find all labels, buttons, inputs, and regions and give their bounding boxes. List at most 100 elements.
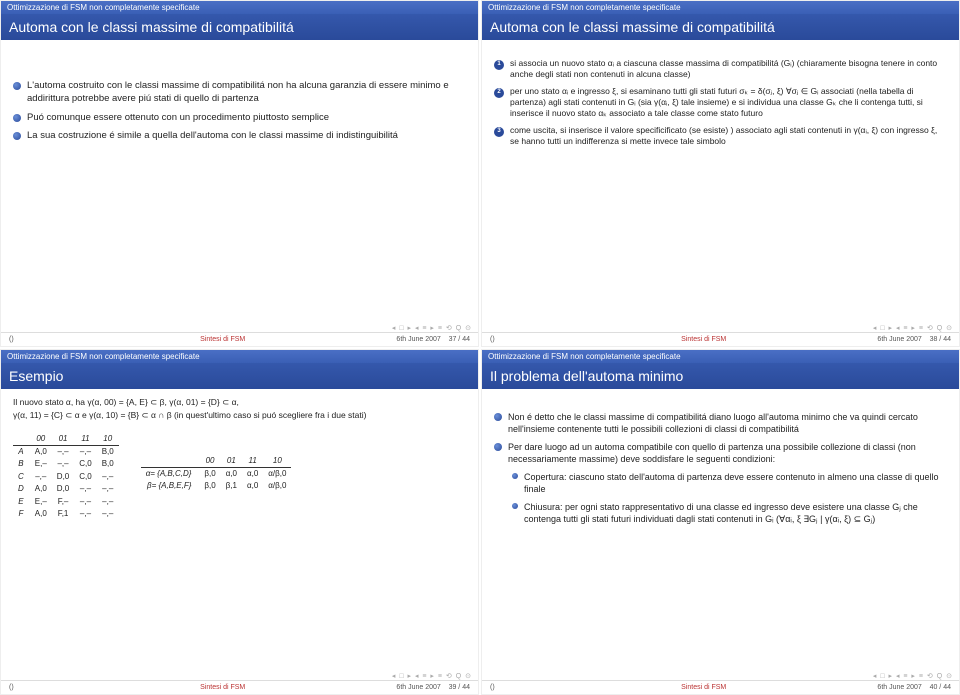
item-text: per uno stato αᵢ e ingresso ξ, si esamin… bbox=[510, 86, 947, 119]
slide-37: Ottimizzazione di FSM non completamente … bbox=[0, 0, 479, 347]
slide-body: 1 si associa un nuovo stato αᵢ a ciascun… bbox=[482, 40, 959, 161]
cell: –,– bbox=[97, 496, 119, 508]
footer-date: 6th June 2007 bbox=[396, 336, 440, 343]
eq-label: α= {A,B,C,D} bbox=[141, 467, 200, 480]
footer-right: 6th June 2007 39 / 44 bbox=[396, 684, 470, 691]
slide-title: Il problema dell'automa minimo bbox=[482, 363, 959, 389]
bullet-item: Non é detto che le classi massime di com… bbox=[494, 411, 947, 435]
row-hdr: F bbox=[13, 508, 30, 520]
table-right: 00 01 11 10 α= {A,B,C,D} β,0 α,0 α,0 α/β… bbox=[141, 455, 292, 493]
col-hdr: 01 bbox=[221, 455, 242, 468]
footer-left: () bbox=[490, 336, 530, 343]
slide-body: Non é detto che le classi massime di com… bbox=[482, 389, 959, 542]
footer-date: 6th June 2007 bbox=[877, 684, 921, 691]
intro-line: γ(α, 11) = {C} ⊂ α e γ(α, 10) = {B} ⊂ α … bbox=[13, 410, 466, 421]
footer-page: 38 / 44 bbox=[930, 336, 951, 343]
cell: α,0 bbox=[242, 467, 263, 480]
col-hdr: 00 bbox=[30, 433, 52, 446]
cell: α/β,0 bbox=[263, 480, 291, 492]
cell: α/β,0 bbox=[263, 467, 291, 480]
slide-40: Ottimizzazione di FSM non completamente … bbox=[481, 349, 960, 695]
cell: C,0 bbox=[74, 471, 96, 483]
row-hdr: E bbox=[13, 496, 30, 508]
cell: C,0 bbox=[74, 458, 96, 470]
cell: E,– bbox=[30, 458, 52, 470]
slide-39: Ottimizzazione di FSM non completamente … bbox=[0, 349, 479, 695]
footer-page: 39 / 44 bbox=[449, 684, 470, 691]
col-hdr: 10 bbox=[97, 433, 119, 446]
cell: –,– bbox=[97, 471, 119, 483]
cell: –,– bbox=[52, 458, 74, 470]
cell: F,1 bbox=[52, 508, 74, 520]
row-hdr: C bbox=[13, 471, 30, 483]
bullet-text: Puó comunque essere ottenuto con un proc… bbox=[27, 112, 329, 125]
right-block: 00 01 11 10 α= {A,B,C,D} β,0 α,0 α,0 α/β… bbox=[141, 429, 292, 493]
cell: A,0 bbox=[30, 508, 52, 520]
row-hdr: B bbox=[13, 458, 30, 470]
cell: α,0 bbox=[242, 480, 263, 492]
slide-title: Automa con le classi massime di compatib… bbox=[482, 14, 959, 40]
cell: β,0 bbox=[199, 467, 220, 480]
breadcrumb: Ottimizzazione di FSM non completamente … bbox=[482, 350, 959, 363]
col-hdr: 10 bbox=[263, 455, 291, 468]
nav-icons: ◂ □ ▸ ◂ ≡ ▸ ≡ ⟲ Q ⊙ bbox=[392, 324, 472, 332]
nav-icons: ◂ □ ▸ ◂ ≡ ▸ ≡ ⟲ Q ⊙ bbox=[873, 672, 953, 680]
bullet-item: L'automa costruito con le classi massime… bbox=[13, 80, 466, 106]
intro-line: Il nuovo stato α, ha γ(α, 00) = {A, E} ⊂… bbox=[13, 397, 466, 408]
slide-grid: Ottimizzazione di FSM non completamente … bbox=[0, 0, 960, 695]
bullet-icon bbox=[13, 132, 21, 140]
number-icon: 2 bbox=[494, 88, 504, 98]
cell: F,– bbox=[52, 496, 74, 508]
cell: –,– bbox=[74, 445, 96, 458]
bullet-icon bbox=[512, 503, 518, 509]
row-hdr: D bbox=[13, 483, 30, 495]
sub-bullet-item: Chiusura: per ogni stato rappresentativo… bbox=[512, 501, 947, 525]
col-hdr: 11 bbox=[74, 433, 96, 446]
cell: α,0 bbox=[221, 467, 242, 480]
table-left: 00 01 11 10 AA,0–,––,–B,0BE,––,–C,0B,0C–… bbox=[13, 433, 119, 521]
number-icon: 3 bbox=[494, 127, 504, 137]
slide-header: Ottimizzazione di FSM non completamente … bbox=[1, 350, 478, 389]
slide-body: Il nuovo stato α, ha γ(α, 00) = {A, E} ⊂… bbox=[1, 389, 478, 529]
number-icon: 1 bbox=[494, 60, 504, 70]
nav-icons: ◂ □ ▸ ◂ ≡ ▸ ≡ ⟲ Q ⊙ bbox=[873, 324, 953, 332]
num-item: 3 come uscita, si inserisce il valore sp… bbox=[494, 125, 947, 147]
bullet-item: Puó comunque essere ottenuto con un proc… bbox=[13, 112, 466, 125]
cell: –,– bbox=[74, 496, 96, 508]
num-item: 2 per uno stato αᵢ e ingresso ξ, si esam… bbox=[494, 86, 947, 119]
slide-footer: () Sintesi di FSM 6th June 2007 39 / 44 bbox=[1, 680, 478, 694]
bullet-icon bbox=[13, 82, 21, 90]
footer-page: 37 / 44 bbox=[449, 336, 470, 343]
footer-right: 6th June 2007 40 / 44 bbox=[877, 684, 951, 691]
cell: A,0 bbox=[30, 483, 52, 495]
slide-footer: () Sintesi di FSM 6th June 2007 38 / 44 bbox=[482, 332, 959, 346]
cell: D,0 bbox=[52, 471, 74, 483]
slide-header: Ottimizzazione di FSM non completamente … bbox=[482, 1, 959, 40]
tables-row: 00 01 11 10 AA,0–,––,–B,0BE,––,–C,0B,0C–… bbox=[13, 429, 466, 521]
footer-page: 40 / 44 bbox=[930, 684, 951, 691]
cell: E,– bbox=[30, 496, 52, 508]
col-hdr: 01 bbox=[52, 433, 74, 446]
bullet-text: Per dare luogo ad un automa compatibile … bbox=[508, 441, 947, 465]
cell: β,1 bbox=[221, 480, 242, 492]
item-text: come uscita, si inserisce il valore spec… bbox=[510, 125, 947, 147]
footer-center: Sintesi di FSM bbox=[530, 336, 877, 343]
bullet-icon bbox=[13, 114, 21, 122]
cell: A,0 bbox=[30, 445, 52, 458]
slide-footer: () Sintesi di FSM 6th June 2007 37 / 44 bbox=[1, 332, 478, 346]
footer-right: 6th June 2007 38 / 44 bbox=[877, 336, 951, 343]
nav-icons: ◂ □ ▸ ◂ ≡ ▸ ≡ ⟲ Q ⊙ bbox=[392, 672, 472, 680]
cell: –,– bbox=[74, 483, 96, 495]
eq-label: β= {A,B,E,F} bbox=[141, 480, 200, 492]
cell: –,– bbox=[52, 445, 74, 458]
col-hdr: 11 bbox=[242, 455, 263, 468]
breadcrumb: Ottimizzazione di FSM non completamente … bbox=[1, 1, 478, 14]
col-hdr: 00 bbox=[199, 455, 220, 468]
footer-left: () bbox=[490, 684, 530, 691]
slide-footer: () Sintesi di FSM 6th June 2007 40 / 44 bbox=[482, 680, 959, 694]
cell: –,– bbox=[97, 508, 119, 520]
row-hdr: A bbox=[13, 445, 30, 458]
bullet-text: La sua costruzione é simile a quella del… bbox=[27, 130, 398, 143]
slide-title: Automa con le classi massime di compatib… bbox=[1, 14, 478, 40]
cell: –,– bbox=[97, 483, 119, 495]
